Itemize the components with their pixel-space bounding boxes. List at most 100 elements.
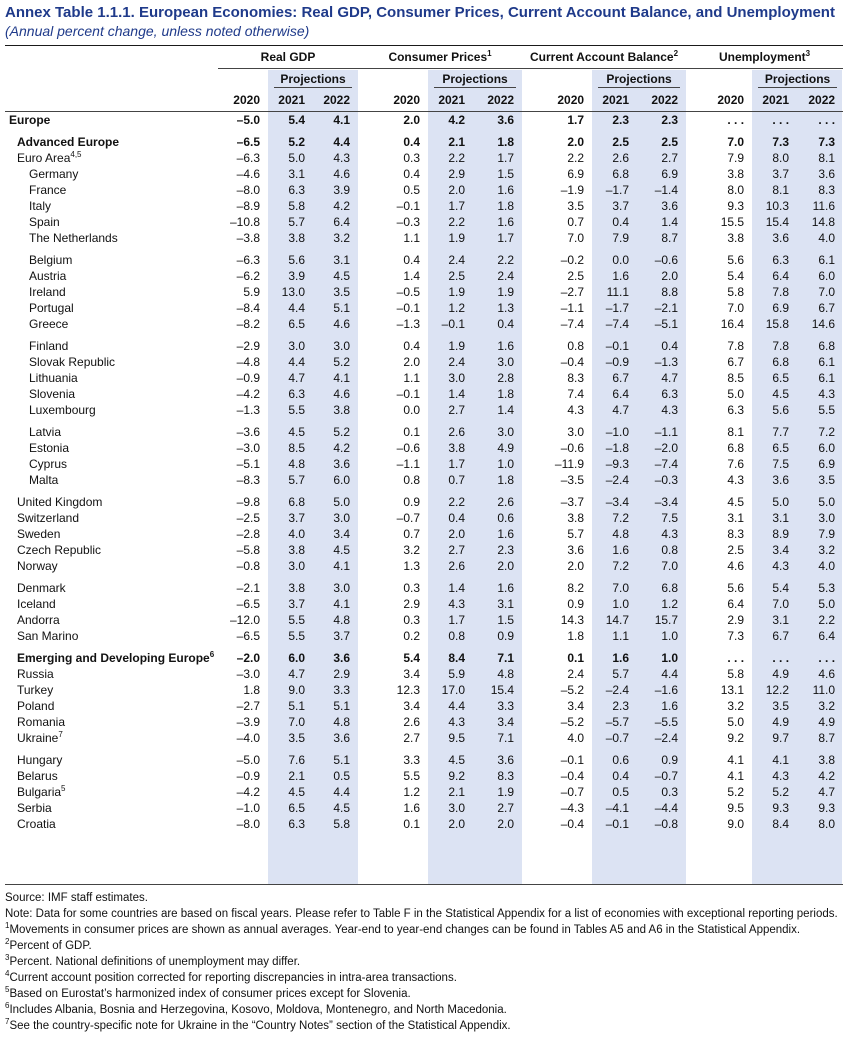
table-row: Advanced Europe –6.5 5.2 4.4 0.4 2.1 1.8 2.0 2.5… <box>5 134 843 150</box>
table-cell: 6.8 <box>727 441 745 455</box>
table-cell: 4.2 <box>333 441 351 455</box>
year-header: 2022 <box>637 89 687 112</box>
table-cell: 14.6 <box>811 317 836 331</box>
table-cell: –4.3 <box>560 801 585 815</box>
table-cell: 8.3 <box>818 183 836 197</box>
table-cell: 7.0 <box>727 135 745 149</box>
row-label: Iceland <box>5 596 218 612</box>
table-cell: 3.6 <box>661 199 679 213</box>
table-cell: –0.1 <box>396 199 421 213</box>
table-cell: –6.5 <box>236 135 260 149</box>
projections-label: Projections <box>274 71 353 88</box>
footnote: 6Includes Albania, Bosnia and Herzegovin… <box>5 1002 838 1018</box>
table-cell: –8.0 <box>236 817 260 831</box>
table-title: Annex Table 1.1.1. European Economies: R… <box>5 4 835 21</box>
table-cell: 11.0 <box>812 683 836 697</box>
table-cell: 8.1 <box>727 425 745 439</box>
table-cell: 5.5 <box>288 613 305 627</box>
row-label: Emerging and Developing Europe6 <box>5 650 218 666</box>
table-cell: 8.2 <box>567 581 585 595</box>
table-cell: 4.1 <box>333 371 351 385</box>
table-row: Ireland 5.9 13.0 3.5 –0.5 1.9 1.9 –2.7 11.1 8.8 5.… <box>5 284 843 300</box>
table-cell: 2.3 <box>661 113 679 127</box>
table-cell: 0.0 <box>403 403 421 417</box>
table-cell: 5.0 <box>333 495 351 509</box>
row-label: United Kingdom <box>5 494 218 510</box>
footnote-text: Movements in consumer prices are shown a… <box>9 924 801 936</box>
table-cell: 3.6 <box>333 457 351 471</box>
table-cell: –1.8 <box>605 441 630 455</box>
table-cell: –1.0 <box>605 425 630 439</box>
table-cell: 4.4 <box>661 667 679 681</box>
table-cell: 2.5 <box>567 269 585 283</box>
table-cell: 0.3 <box>403 151 421 165</box>
table-cell: –0.1 <box>396 301 421 315</box>
row-label: Lithuania <box>5 370 218 386</box>
table-cell: 5.2 <box>333 355 351 369</box>
table-cell: 6.8 <box>818 339 836 353</box>
table-cell: 3.0 <box>818 511 836 525</box>
table-cell: 5.9 <box>243 285 260 299</box>
table-cell: 9.0 <box>288 683 305 697</box>
table-cell: 8.5 <box>288 441 305 455</box>
row-label: Croatia <box>5 816 218 832</box>
table-cell: 2.6 <box>497 495 515 509</box>
table-cell: 1.6 <box>612 543 630 557</box>
table-cell: 4.0 <box>818 231 836 245</box>
table-cell: 8.7 <box>818 731 836 745</box>
table-cell: –0.8 <box>236 559 260 573</box>
table-cell: 3.2 <box>818 699 836 713</box>
table-cell: 1.7 <box>448 457 466 471</box>
row-label-text: Switzerland <box>17 511 80 525</box>
table-cell: 3.8 <box>727 231 745 245</box>
table-cell: –2.5 <box>236 511 260 525</box>
table-cell: 1.1 <box>403 371 421 385</box>
footnote: 2Percent of GDP. <box>5 938 838 954</box>
table-cell: 1.1 <box>403 231 421 245</box>
table-cell: 6.1 <box>818 371 836 385</box>
table-cell: –1.1 <box>560 301 585 315</box>
row-label: Greece <box>5 316 218 332</box>
table-cell: 2.9 <box>333 667 351 681</box>
row-footnote-ref: 6 <box>209 650 215 659</box>
header-blank <box>5 45 218 69</box>
row-label-text: Euro Area <box>17 151 71 165</box>
table-cell: –5.1 <box>654 317 679 331</box>
footnotes: Source: IMF staff estimates. Note: Data f… <box>5 890 838 1034</box>
group-header-label: Current Account Balance <box>530 50 674 64</box>
table-row: Belarus –0.9 2.1 0.5 5.5 9.2 8.3 –0.4 0.4 –0.7 4.1… <box>5 768 843 784</box>
header-blank <box>522 69 592 90</box>
group-header-label: Real GDP <box>260 50 316 64</box>
table-cell: –0.6 <box>560 441 585 455</box>
footnote: 5Based on Eurostat’s harmonized index of… <box>5 986 838 1002</box>
table-cell: 8.0 <box>818 817 836 831</box>
table-row: Croatia –8.0 6.3 5.8 0.1 2.0 2.0 –0.4 –0.1 –0.8 9.… <box>5 816 843 832</box>
table-cell: 2.0 <box>661 269 679 283</box>
row-label-text: Emerging and Developing Europe <box>17 651 210 665</box>
table-cell: 2.7 <box>497 801 515 815</box>
table-cell: –7.4 <box>654 457 679 471</box>
table-cell: 4.3 <box>818 387 836 401</box>
table-cell: 0.4 <box>403 167 421 181</box>
row-label-text: Greece <box>29 317 69 331</box>
group-header-footnote-ref: 1 <box>487 49 492 58</box>
table-cell: 2.2 <box>818 613 836 627</box>
footnote-text: Percent of GDP. <box>9 940 92 952</box>
table-cell: 3.7 <box>333 629 351 643</box>
footnote: 7See the country-specific note for Ukrai… <box>5 1018 838 1034</box>
table-cell: 3.4 <box>333 527 351 541</box>
table-cell: 1.8 <box>497 199 515 213</box>
footnote-text: Percent. National definitions of unemplo… <box>9 956 301 968</box>
table-cell: 3.2 <box>727 699 745 713</box>
row-label: Belgium <box>5 252 218 268</box>
table-cell: –0.5 <box>396 285 421 299</box>
table-cell: 4.9 <box>772 715 790 729</box>
row-label: Norway <box>5 558 218 574</box>
projections-header: Projections <box>268 69 358 90</box>
table-cell: 3.1 <box>727 511 745 525</box>
header-blank <box>358 69 428 90</box>
table-cell: 15.7 <box>654 613 679 627</box>
row-label: The Netherlands <box>5 230 218 246</box>
table-cell: –4.1 <box>605 801 630 815</box>
table-cell: 0.9 <box>497 629 515 643</box>
